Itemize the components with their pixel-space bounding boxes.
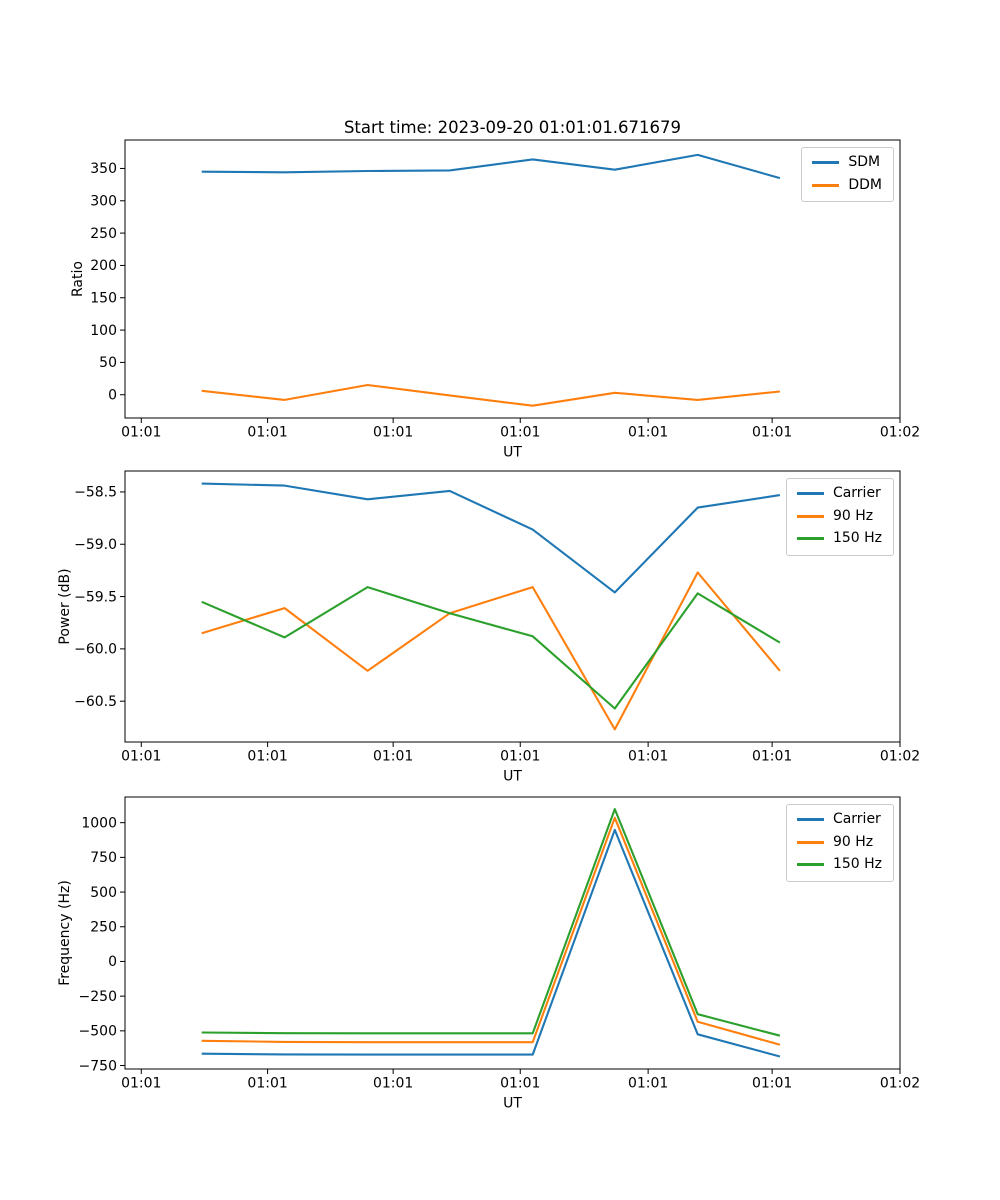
x-tick-label: 01:01 <box>373 424 413 440</box>
y-tick-label: −58.5 <box>74 485 117 501</box>
y-tick-label: 300 <box>90 194 117 210</box>
y-tick-label: −750 <box>79 1058 117 1074</box>
y-tick-label: −60.5 <box>74 694 117 710</box>
legend-entry-carrier: Carrier <box>796 811 882 829</box>
x-tick-label: 01:01 <box>628 748 668 764</box>
series-line-90-hz <box>201 816 781 1046</box>
legend-entry-90-hz: 90 Hz <box>796 507 882 526</box>
legend-line-icon <box>796 492 824 496</box>
legend-entry-150-hz: 150 Hz <box>796 530 882 548</box>
x-tick-label: 01:01 <box>628 1075 668 1091</box>
legend-line-icon <box>796 840 824 844</box>
legend-line-icon <box>812 183 840 187</box>
y-tick-label: 500 <box>90 885 117 901</box>
y-axis-label: Frequency (Hz) <box>57 880 73 986</box>
y-tick-label: 350 <box>90 161 117 177</box>
x-tick-label: 01:01 <box>373 748 413 764</box>
y-tick-label: 250 <box>90 226 117 242</box>
x-tick-label: 01:01 <box>121 424 161 440</box>
x-tick-label: 01:01 <box>373 1075 413 1091</box>
x-tick-label: 01:01 <box>247 748 287 764</box>
legend-label: Carrier <box>832 811 881 827</box>
axes-frame <box>124 470 901 743</box>
y-tick-label: 100 <box>90 323 117 339</box>
legend-entry-150-hz: 150 Hz <box>796 856 882 874</box>
legend-label: 90 Hz <box>832 833 874 850</box>
x-tick-label: 01:02 <box>880 748 920 764</box>
legend-label: 150 Hz <box>832 856 882 872</box>
legend-line-icon <box>796 514 824 518</box>
series-line-ddm <box>201 383 781 407</box>
y-tick-label: 0 <box>108 387 117 403</box>
y-tick-label: −500 <box>79 1024 117 1040</box>
legend-line-icon <box>796 863 824 867</box>
x-tick-label: 01:01 <box>752 1075 792 1091</box>
x-tick-label: 01:01 <box>247 424 287 440</box>
legend-label: 150 Hz <box>832 530 882 546</box>
x-tick-label: 01:02 <box>880 424 920 440</box>
series-line-150-hz <box>201 586 781 710</box>
legend-line-icon <box>796 818 824 822</box>
legend-line-icon <box>812 161 840 165</box>
x-tick-label: 01:01 <box>500 748 540 764</box>
figure-title: Start time: 2023-09-20 01:01:01.671679 <box>343 118 682 137</box>
legend: Carrier 90 Hz 150 Hz <box>785 804 894 882</box>
legend-entry-sdm: SDM <box>812 154 882 172</box>
y-tick-label: 250 <box>90 920 117 936</box>
y-tick-label: −60.0 <box>74 642 117 658</box>
y-tick-label: 750 <box>90 850 117 866</box>
y-tick-label: −59.0 <box>74 537 117 553</box>
series-line-carrier <box>201 482 781 594</box>
y-tick-label: 1000 <box>81 815 117 831</box>
x-tick-label: 01:02 <box>880 1075 920 1091</box>
legend-label: Carrier <box>832 485 881 501</box>
legend-label: SDM <box>848 154 881 170</box>
legend: Carrier 90 Hz 150 Hz <box>785 478 894 556</box>
y-tick-label: 150 <box>90 291 117 307</box>
legend-label: DDM <box>848 176 882 193</box>
x-axis-label: UT <box>503 1095 522 1111</box>
axes-frame <box>124 796 901 1070</box>
y-tick-label: 200 <box>90 258 117 274</box>
x-tick-label: 01:01 <box>121 748 161 764</box>
y-tick-label: 0 <box>108 954 117 970</box>
legend-entry-ddm: DDM <box>812 177 882 195</box>
legend-label: 90 Hz <box>832 507 874 524</box>
x-tick-label: 01:01 <box>628 424 668 440</box>
x-tick-label: 01:01 <box>500 424 540 440</box>
legend: SDM DDM <box>801 147 894 202</box>
series-line-sdm <box>201 153 781 180</box>
series-line-90-hz <box>201 571 781 731</box>
x-tick-label: 01:01 <box>500 1075 540 1091</box>
y-tick-label: 50 <box>99 355 117 371</box>
axes-frame <box>124 139 901 419</box>
x-axis-label: UT <box>503 768 522 784</box>
x-tick-label: 01:01 <box>247 1075 287 1091</box>
x-tick-label: 01:01 <box>752 748 792 764</box>
legend-line-icon <box>796 537 824 541</box>
series-line-carrier <box>201 828 781 1058</box>
legend-entry-carrier: Carrier <box>796 485 882 503</box>
x-axis-label: UT <box>503 444 522 460</box>
legend-entry-90-hz: 90 Hz <box>796 833 882 852</box>
x-tick-label: 01:01 <box>121 1075 161 1091</box>
y-tick-label: −250 <box>79 989 117 1005</box>
y-tick-label: −59.5 <box>74 589 117 605</box>
x-tick-label: 01:01 <box>752 424 792 440</box>
series-line-150-hz <box>201 808 781 1037</box>
